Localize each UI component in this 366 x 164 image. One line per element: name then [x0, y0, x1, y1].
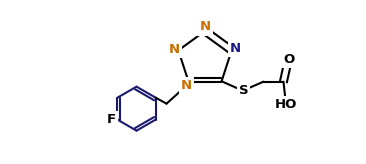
- Text: HO: HO: [274, 98, 297, 111]
- Text: N: N: [199, 20, 210, 33]
- Text: N: N: [169, 43, 180, 56]
- Text: N: N: [181, 79, 192, 92]
- Text: S: S: [239, 84, 248, 97]
- Text: O: O: [284, 53, 295, 66]
- Text: N: N: [230, 42, 241, 55]
- Text: F: F: [107, 113, 116, 126]
